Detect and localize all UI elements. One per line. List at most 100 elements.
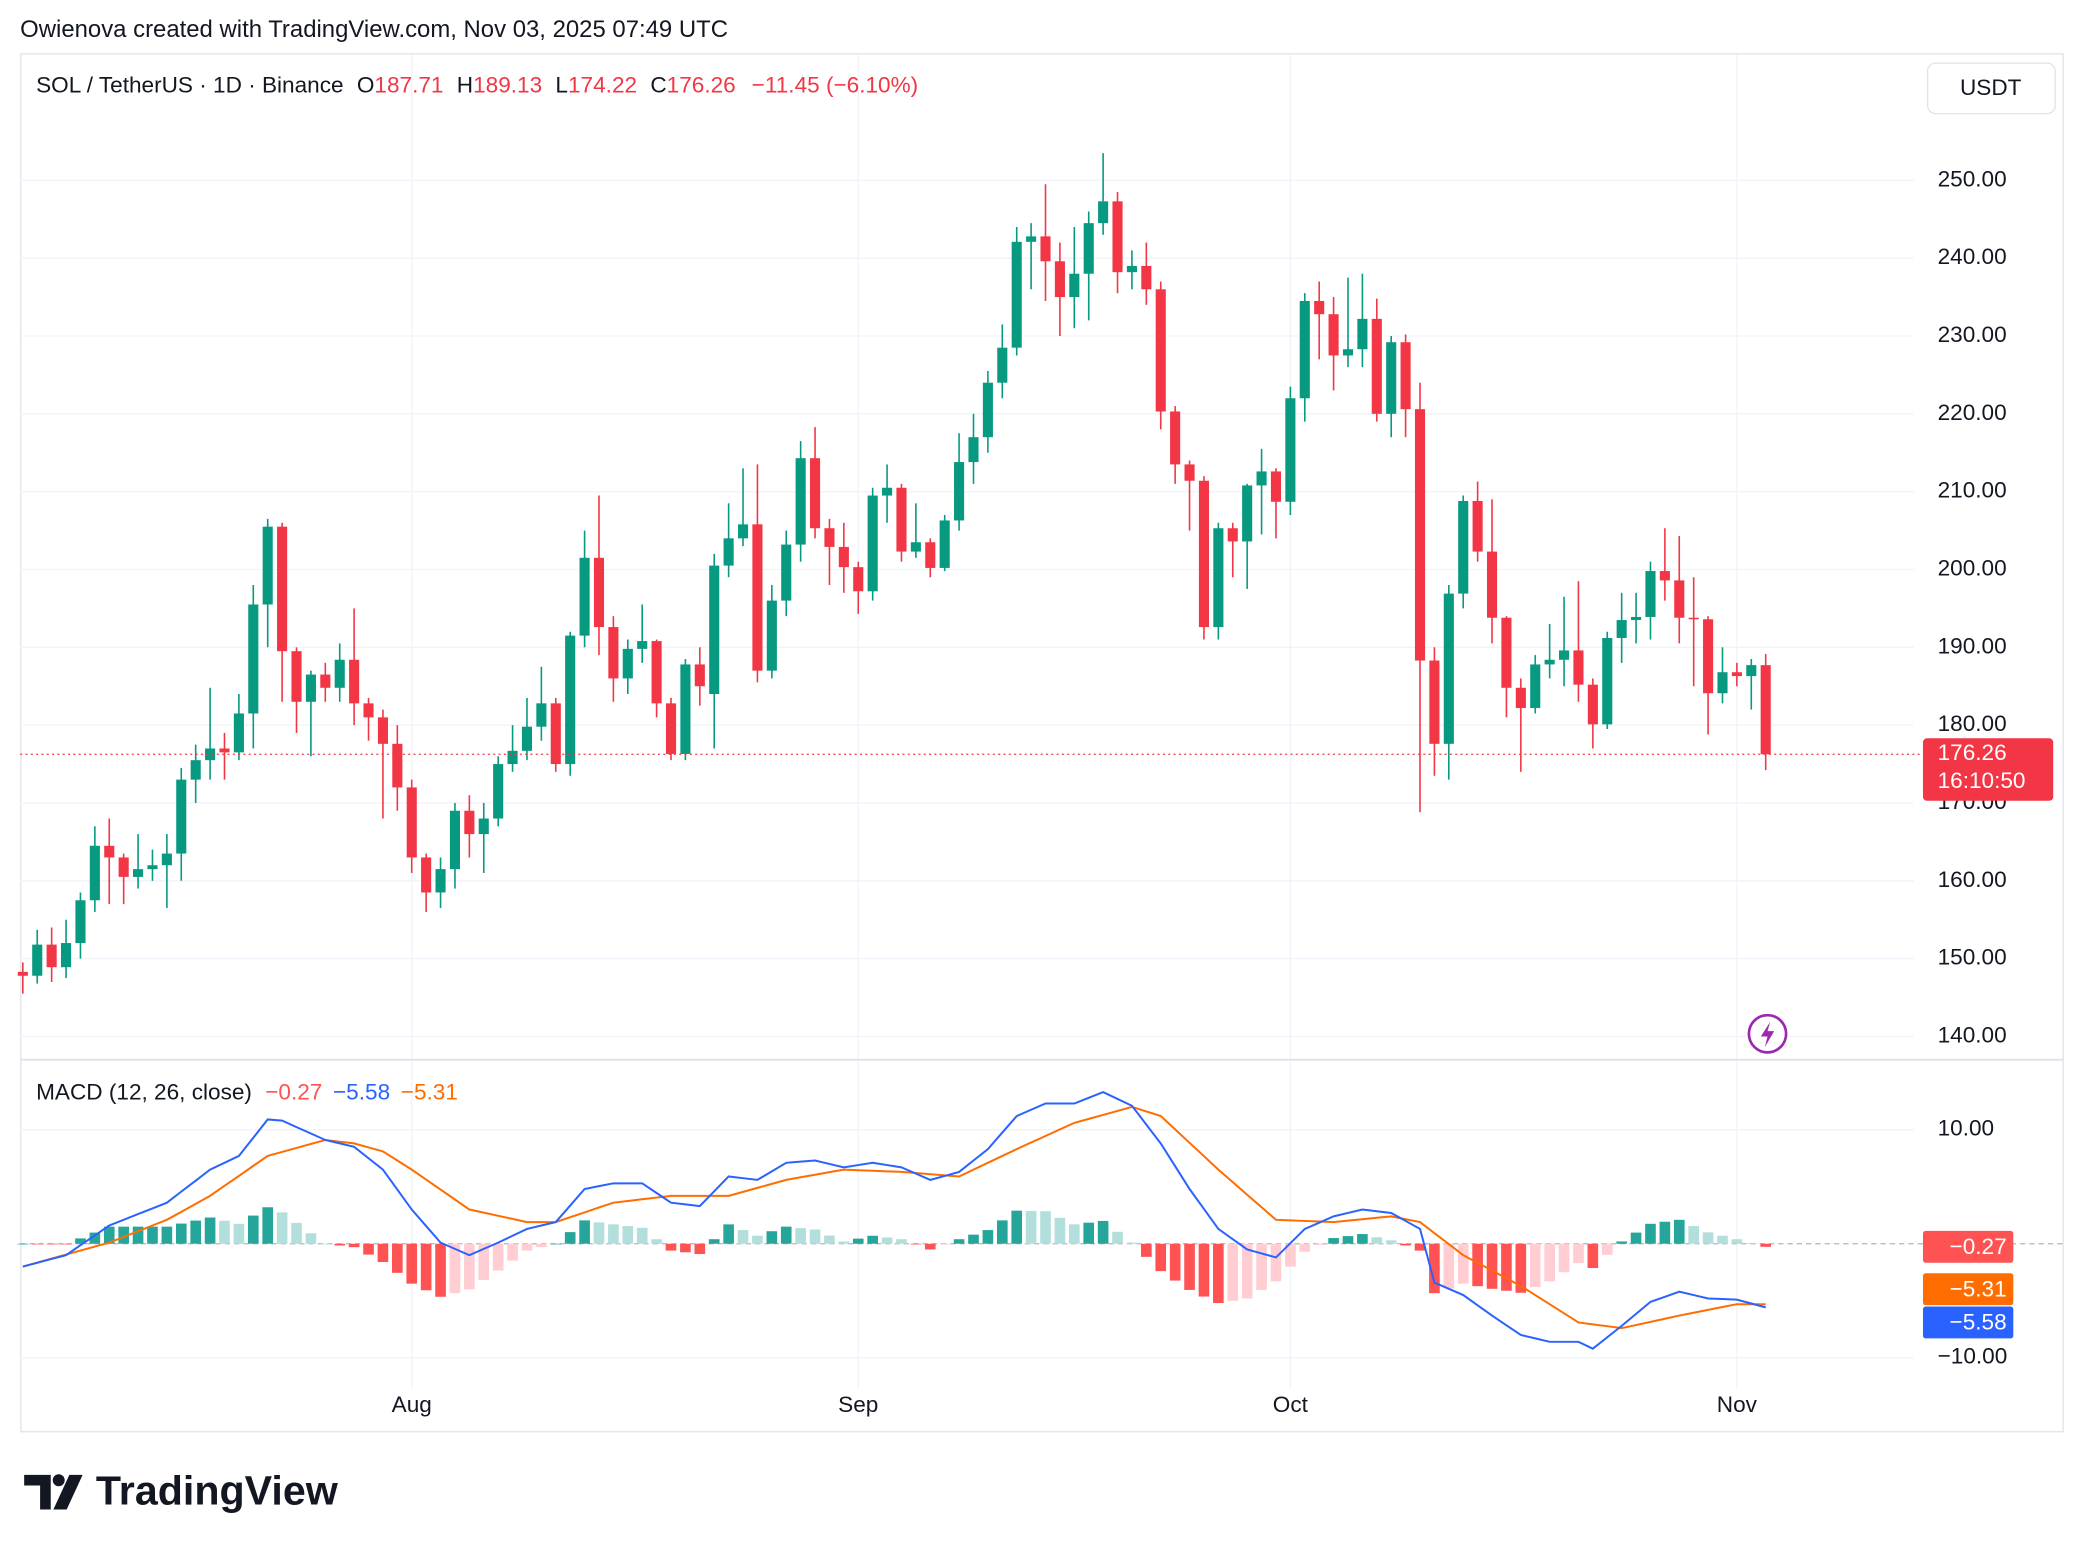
- candle-body: [1573, 650, 1584, 685]
- close-label: C: [650, 72, 666, 97]
- y-tick-label: 250.00: [1938, 166, 2007, 191]
- attribution: Owienova created with TradingView.com, N…: [20, 16, 728, 43]
- last-price-badge: [1922, 738, 2054, 801]
- alert-icon[interactable]: [1747, 1013, 1788, 1054]
- histogram-bar: [1688, 1226, 1699, 1244]
- histogram-bar: [31, 1243, 43, 1245]
- histogram-bar: [1227, 1243, 1239, 1301]
- histogram-bar: [982, 1230, 994, 1244]
- histogram-bar: [838, 1241, 850, 1244]
- histogram-bar: [1601, 1243, 1613, 1255]
- histogram-bar: [723, 1224, 734, 1244]
- histogram-bar: [377, 1243, 389, 1262]
- histogram-bar: [579, 1220, 590, 1244]
- candle-body: [1357, 318, 1368, 350]
- legend: SOL / TetherUS · 1D · Binance O187.71 H189…: [36, 72, 918, 97]
- histogram-bar: [1457, 1243, 1469, 1284]
- histogram-bar: [103, 1226, 115, 1244]
- low-value: 174.22: [568, 72, 637, 97]
- candle-body: [75, 900, 86, 944]
- candle-body: [147, 865, 158, 870]
- histogram-bar: [795, 1228, 806, 1244]
- histogram-bar: [1645, 1223, 1656, 1244]
- candle-body: [377, 717, 388, 744]
- candle-body: [550, 703, 561, 765]
- histogram-bar: [1155, 1243, 1167, 1272]
- candle-body: [680, 664, 691, 754]
- histogram-bar: [204, 1217, 216, 1244]
- candle-body: [1703, 619, 1714, 694]
- candle-body: [219, 748, 230, 753]
- y-tick-label: 230.00: [1938, 322, 2007, 347]
- candle-body: [1731, 672, 1742, 677]
- y-tick-label: 180.00: [1938, 711, 2007, 736]
- y-tick-label: 10.00: [1938, 1116, 1995, 1141]
- currency-label[interactable]: USDT: [1960, 75, 2022, 100]
- histogram-bar: [1213, 1243, 1224, 1304]
- candle-body: [291, 651, 302, 702]
- candle-body: [694, 664, 705, 687]
- candle-body: [104, 845, 115, 858]
- candle-body: [464, 810, 475, 835]
- histogram-bar: [665, 1243, 677, 1251]
- candle-body: [1098, 201, 1109, 224]
- candle-body: [838, 546, 849, 568]
- histogram-bar: [449, 1243, 461, 1294]
- candle-body: [1198, 480, 1209, 628]
- x-tick-label: Nov: [1717, 1392, 1758, 1417]
- histogram-bar: [550, 1243, 562, 1245]
- histogram-bar: [896, 1239, 907, 1244]
- histogram-bar: [536, 1243, 547, 1248]
- candle-body: [925, 542, 936, 568]
- candle-body: [968, 437, 979, 463]
- candle-body: [1285, 398, 1296, 502]
- histogram-bar: [1141, 1243, 1152, 1257]
- currency-button[interactable]: [1926, 62, 2056, 115]
- y-tick-label: 190.00: [1938, 633, 2007, 658]
- signal-line: [22, 1105, 1766, 1330]
- histogram-bar: [1472, 1243, 1483, 1287]
- candle-body: [46, 944, 57, 968]
- candle-body: [1717, 672, 1728, 694]
- candle-body: [1054, 261, 1065, 298]
- histogram-bar: [305, 1233, 317, 1244]
- histogram-bar: [1328, 1238, 1339, 1244]
- candle-body: [982, 382, 993, 438]
- candle-body: [1040, 236, 1051, 262]
- candle-body: [910, 542, 921, 552]
- histogram-bar: [1126, 1242, 1138, 1244]
- histogram-bar: [1169, 1243, 1181, 1281]
- histogram-bar: [622, 1226, 634, 1244]
- countdown-label: 16:10:50: [1938, 768, 2026, 793]
- histogram-bar: [262, 1207, 274, 1244]
- candle-body: [1429, 660, 1440, 744]
- histogram-bar: [1587, 1243, 1599, 1269]
- y-tick-label: 210.00: [1938, 478, 2007, 503]
- histogram-bar: [75, 1238, 86, 1244]
- histogram-bar: [132, 1226, 144, 1244]
- histogram-bar: [1544, 1243, 1555, 1282]
- candle-body: [565, 635, 576, 765]
- candle-body: [737, 524, 749, 539]
- histogram-bar: [1731, 1239, 1743, 1244]
- histogram-bar: [1011, 1210, 1023, 1244]
- candle-body: [1486, 551, 1498, 618]
- histogram-bar: [89, 1232, 101, 1244]
- histogram-bar: [708, 1239, 720, 1244]
- candle-body: [593, 557, 605, 628]
- histogram-bar: [752, 1235, 763, 1244]
- histogram-bar: [1069, 1224, 1080, 1244]
- histogram-bar: [175, 1223, 187, 1244]
- candle-body: [1184, 464, 1195, 481]
- histogram-bar: [1299, 1243, 1311, 1252]
- histogram-bar: [507, 1243, 518, 1261]
- histogram-bar: [60, 1243, 72, 1245]
- candle-body: [406, 787, 417, 858]
- histogram-bar: [118, 1226, 129, 1244]
- signal-legend-value: −5.31: [401, 1080, 458, 1105]
- y-tick-label: 150.00: [1938, 945, 2007, 970]
- y-tick-label: 200.00: [1938, 555, 2007, 580]
- histogram-bar: [348, 1243, 360, 1248]
